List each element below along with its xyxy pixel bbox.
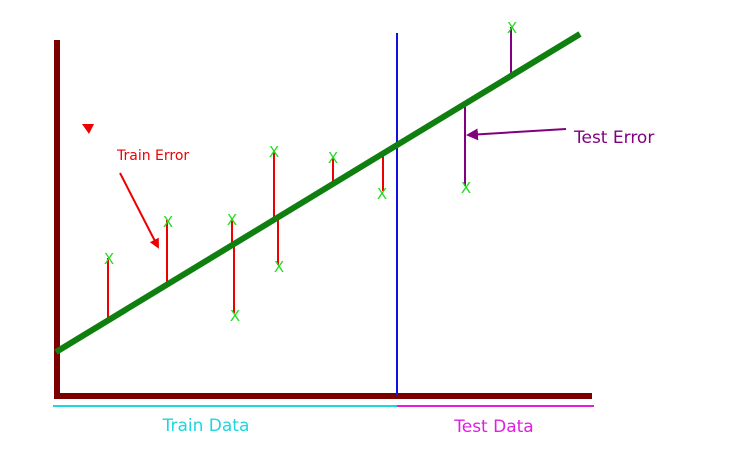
data-point-marker: X [163,213,173,231]
test-error-label: Test Error [573,128,654,148]
data-points: X X X X X X X X X X [104,19,517,325]
y-axis [54,40,60,398]
x-axis [54,393,592,399]
train-data-label: Train Data [162,416,250,436]
train-error-arrow [119,172,159,249]
data-point-marker: X [227,211,237,229]
test-error-arrow [466,128,567,141]
data-point-marker: X [274,258,284,276]
data-point-marker: X [269,143,279,161]
data-point-marker: X [507,19,517,37]
train-residuals [107,151,384,320]
test-residuals [464,27,512,186]
data-point-marker: X [377,185,387,203]
data-point-marker: X [104,250,114,268]
fit-line [54,31,582,355]
data-point-marker: X [230,307,240,325]
red-triangle-icon [82,124,94,134]
data-point-marker: X [461,179,471,197]
train-error-label: Train Error [116,148,189,164]
data-point-marker: X [328,149,338,167]
test-data-label: Test Data [453,417,533,437]
